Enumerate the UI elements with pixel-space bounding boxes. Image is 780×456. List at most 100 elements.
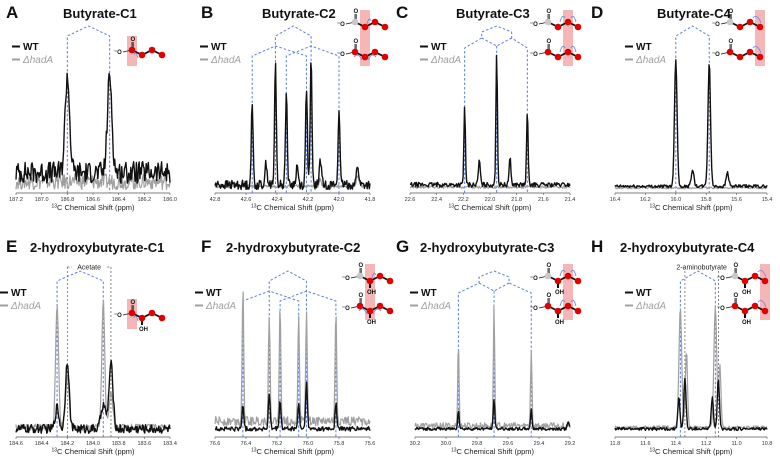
svg-text:⁻O: ⁻O bbox=[342, 306, 350, 312]
highlight-box bbox=[755, 10, 765, 66]
legend: WT ΔhadA bbox=[625, 288, 666, 312]
x-tick-label: 21.6 bbox=[538, 197, 549, 203]
coupling-guide-line bbox=[679, 270, 716, 437]
carbon-atom bbox=[386, 277, 394, 285]
carbon-atom bbox=[371, 48, 379, 56]
x-tick-label: 22.0 bbox=[485, 197, 496, 203]
highlight-box bbox=[360, 10, 370, 66]
x-tick-label: 42.6 bbox=[241, 197, 252, 203]
svg-text:OH: OH bbox=[742, 290, 751, 296]
reference-label: Acetate bbox=[77, 265, 101, 272]
svg-text:OH: OH bbox=[367, 320, 376, 326]
x-axis-label: 13C Chemical Shift (ppm) bbox=[51, 203, 135, 212]
svg-text:O: O bbox=[547, 39, 552, 45]
coupling-arrow-icon bbox=[570, 45, 577, 53]
carbon-atom bbox=[746, 18, 754, 26]
x-tick-label: 42.2 bbox=[303, 197, 314, 203]
x-tick-label: 30.2 bbox=[410, 441, 421, 447]
carbon-atom bbox=[544, 302, 552, 310]
carbon-atom bbox=[138, 314, 146, 322]
svg-text:OH: OH bbox=[367, 290, 376, 296]
svg-text:O: O bbox=[729, 9, 734, 15]
carbon-atom bbox=[366, 277, 374, 285]
svg-text:⁻O: ⁻O bbox=[530, 276, 538, 282]
highlight-box bbox=[365, 264, 375, 320]
carbon-atom bbox=[371, 18, 379, 26]
coupling-arrow-icon bbox=[757, 269, 767, 278]
x-tick-label: 41.8 bbox=[365, 197, 376, 203]
x-tick-label: 29.2 bbox=[565, 441, 576, 447]
x-tick-label: 184.6 bbox=[9, 441, 23, 447]
coupling-guide-line bbox=[675, 25, 710, 193]
x-tick-label: 22.4 bbox=[431, 197, 442, 203]
svg-text:O: O bbox=[354, 9, 359, 15]
coupling-guide-line bbox=[56, 270, 104, 437]
panel-title: 2-hydroxybutyrate-C3 bbox=[420, 240, 554, 255]
hada-spectrum bbox=[414, 305, 571, 430]
legend: WT ΔhadA bbox=[0, 288, 41, 312]
x-tick-label: 22.6 bbox=[405, 197, 416, 203]
x-tick-label: 186.0 bbox=[163, 197, 177, 203]
wt-spectrum bbox=[409, 54, 571, 188]
hada-spectrum bbox=[614, 186, 768, 190]
carbon-atom bbox=[756, 53, 764, 61]
legend: WT ΔhadA bbox=[625, 42, 666, 66]
x-axis-label: 13C Chemical Shift (ppm) bbox=[251, 203, 335, 212]
panel-f: F 2-hydroxybutyrate-C2 WT ΔhadA 76.6 76.4 76.2… bbox=[195, 237, 394, 456]
x-tick-label: 186.4 bbox=[112, 197, 126, 203]
svg-text:OH: OH bbox=[555, 290, 564, 296]
carbon-atom bbox=[554, 307, 562, 315]
wt-spectrum bbox=[214, 381, 371, 432]
svg-text:O: O bbox=[359, 263, 364, 269]
panel-title: 2-hydroxybutyrate-C4 bbox=[620, 240, 755, 255]
wt-spectrum bbox=[15, 72, 171, 184]
coupling-arrow-icon bbox=[353, 54, 363, 61]
carbon-atom bbox=[751, 302, 759, 310]
coupling-arrow-icon bbox=[757, 299, 767, 308]
panel-title: Butyrate-C3 bbox=[456, 6, 530, 21]
carbon-atom bbox=[726, 18, 734, 26]
coupling-arrow-icon bbox=[372, 308, 382, 315]
legend-hada: ΔhadA bbox=[10, 301, 41, 312]
x-axis-label: 13C Chemical Shift (ppm) bbox=[51, 447, 135, 456]
carbon-atom bbox=[736, 23, 744, 31]
x-tick-label: 15.4 bbox=[762, 197, 773, 203]
carbon-atom bbox=[564, 272, 572, 280]
svg-text:⁻O: ⁻O bbox=[530, 22, 538, 28]
svg-text:O: O bbox=[547, 293, 552, 299]
carbon-atom bbox=[741, 277, 749, 285]
panel-title: Butyrate-C2 bbox=[262, 6, 336, 21]
carbon-atom bbox=[751, 272, 759, 280]
carbon-atom bbox=[356, 272, 364, 280]
highlight-box bbox=[760, 264, 770, 320]
x-tick-label: 76.6 bbox=[210, 441, 221, 447]
x-tick-label: 184.4 bbox=[35, 441, 49, 447]
carbon-atom bbox=[351, 48, 359, 56]
svg-text:⁻O: ⁻O bbox=[114, 50, 122, 56]
carbon-atom bbox=[148, 309, 156, 317]
svg-text:OH: OH bbox=[742, 320, 751, 326]
svg-text:O: O bbox=[131, 37, 136, 43]
x-tick-label: 11.6 bbox=[640, 441, 650, 447]
legend-wt: WT bbox=[211, 42, 227, 53]
carbon-atom bbox=[731, 302, 739, 310]
carbon-atom bbox=[746, 48, 754, 56]
coupling-arrow-icon bbox=[366, 18, 372, 25]
x-tick-label: 29.4 bbox=[534, 441, 545, 447]
hada-spectrum bbox=[15, 173, 171, 190]
svg-text:O: O bbox=[547, 263, 552, 269]
molecule-structure: O ⁻O O ⁻O bbox=[530, 9, 582, 66]
carbon-atom bbox=[158, 51, 166, 59]
x-tick-label: 76.0 bbox=[303, 441, 314, 447]
x-tick-label: 76.4 bbox=[241, 441, 252, 447]
svg-text:⁻O: ⁻O bbox=[342, 276, 350, 282]
legend-wt: WT bbox=[636, 42, 652, 53]
molecule-structure: O ⁻O O ⁻O bbox=[712, 9, 765, 66]
legend: WT ΔhadA bbox=[410, 288, 451, 312]
carbon-atom bbox=[356, 302, 364, 310]
svg-text:⁻O: ⁻O bbox=[337, 22, 345, 28]
legend: WT ΔhadA bbox=[200, 42, 241, 66]
carbon-atom bbox=[574, 307, 582, 315]
x-tick-label: 21.8 bbox=[511, 197, 522, 203]
